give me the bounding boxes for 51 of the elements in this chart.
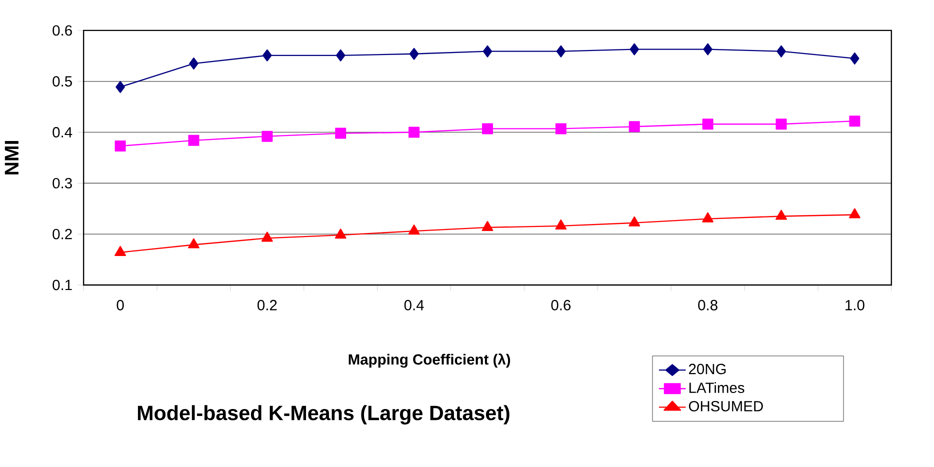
point bbox=[628, 121, 640, 132]
y-tick-label: 0.1 bbox=[52, 280, 72, 290]
point bbox=[188, 135, 200, 146]
y-tick-label: 0.5 bbox=[52, 76, 72, 87]
y-axis-title: NMI bbox=[4, 141, 18, 175]
point bbox=[776, 118, 787, 130]
point bbox=[188, 238, 200, 248]
point bbox=[408, 126, 420, 138]
legend-label: OHSUMED bbox=[688, 401, 763, 412]
point bbox=[409, 48, 419, 60]
x-tick-label: 0.8 bbox=[698, 300, 718, 310]
point bbox=[408, 224, 420, 235]
point bbox=[776, 45, 786, 58]
point bbox=[703, 43, 712, 56]
point bbox=[630, 43, 640, 56]
point bbox=[336, 50, 346, 62]
point bbox=[114, 140, 126, 152]
point bbox=[555, 220, 567, 230]
legend-label: LATimes bbox=[689, 382, 744, 394]
point bbox=[262, 130, 273, 142]
point bbox=[114, 246, 126, 256]
point bbox=[702, 118, 714, 130]
point bbox=[482, 123, 493, 134]
point bbox=[850, 52, 860, 65]
point bbox=[849, 116, 860, 127]
x-tick-label: 0.6 bbox=[551, 300, 571, 310]
point bbox=[628, 216, 640, 227]
x-tick-label: 1.0 bbox=[846, 300, 864, 310]
point bbox=[335, 128, 346, 139]
point bbox=[555, 123, 566, 134]
x-tick-label: 0.4 bbox=[404, 300, 424, 310]
point bbox=[556, 45, 566, 58]
text: Model-based K-Means (Large Dataset) bbox=[138, 405, 510, 425]
legend-label: 20NG bbox=[688, 364, 726, 374]
y-tick-label: 0.4 bbox=[52, 127, 72, 138]
point bbox=[482, 45, 492, 58]
y-tick-label: 0.6 bbox=[52, 25, 72, 36]
y-tick-label: 0.2 bbox=[52, 228, 72, 240]
point bbox=[482, 221, 494, 232]
point bbox=[702, 212, 714, 222]
x-axis-title: Mapping Coefficient (λ) bbox=[348, 354, 510, 368]
y-tick-label: 0.3 bbox=[52, 178, 72, 188]
point bbox=[261, 232, 273, 242]
x-tick-label: 0.2 bbox=[258, 300, 277, 310]
point bbox=[116, 81, 125, 94]
point bbox=[776, 210, 787, 220]
point bbox=[189, 58, 198, 70]
x-tick-label: 0 bbox=[116, 300, 124, 310]
point bbox=[262, 50, 272, 62]
point bbox=[334, 228, 346, 239]
point bbox=[848, 208, 860, 218]
